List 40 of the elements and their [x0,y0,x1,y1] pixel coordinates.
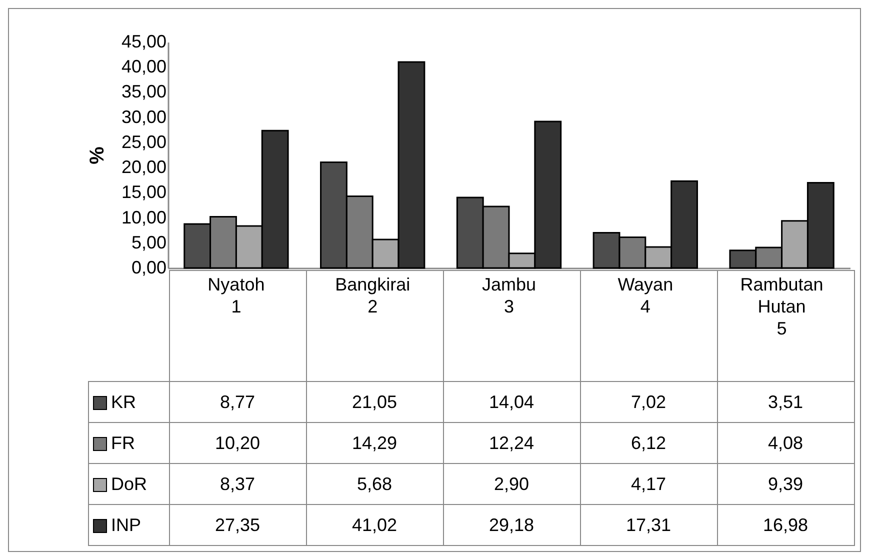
legend-label: KR [88,382,169,422]
y-tick-label: 30,00 [121,106,166,127]
y-tick-label: 40,00 [121,56,166,77]
data-label: 7,02 [580,382,717,422]
data-label: 6,12 [580,422,717,464]
y-tick-label: 35,00 [121,82,166,102]
data-label: 3,51 [717,382,854,422]
x-tick-label: Rambutan Hutan 5 [740,274,824,338]
data-label: 9,39 [717,464,854,504]
data-label: 41,02 [306,504,443,546]
data-label: 27,35 [169,504,306,546]
y-tick-label: 45,00 [121,32,166,52]
data-label: 14,04 [443,382,580,422]
data-label: 4,17 [580,464,717,504]
y-axis-title: % [86,146,108,164]
x-tick-label: Bangkirai 2 [335,274,410,316]
data-label: 16,98 [717,504,854,546]
y-tick-label: 25,00 [121,132,166,152]
data-label: 8,77 [169,382,306,422]
data-label: 12,24 [443,422,580,464]
y-tick-label: 10,00 [121,207,166,228]
x-tick-label: Jambu 3 [482,274,536,316]
data-label: 4,08 [717,422,854,464]
data-label: 29,18 [443,504,580,546]
y-tick-label: 5,00 [131,232,166,252]
data-label: 5,68 [306,464,443,504]
data-label: 21,05 [306,382,443,422]
x-tick-label: Wayan 4 [618,274,674,316]
y-tick-label: 15,00 [121,182,166,202]
legend-label: FR [88,422,169,464]
data-label: 8,37 [169,464,306,504]
data-label: 10,20 [169,422,306,464]
data-label: 17,31 [580,504,717,546]
legend-label: INP [88,504,169,546]
data-label: 14,29 [306,422,443,464]
x-tick-label: Nyatoh 1 [208,274,265,316]
y-tick-label: 20,00 [121,157,166,178]
y-tick-label: 0,00 [131,258,166,278]
legend-label: DoR [88,464,169,504]
data-label: 2,90 [443,464,580,504]
